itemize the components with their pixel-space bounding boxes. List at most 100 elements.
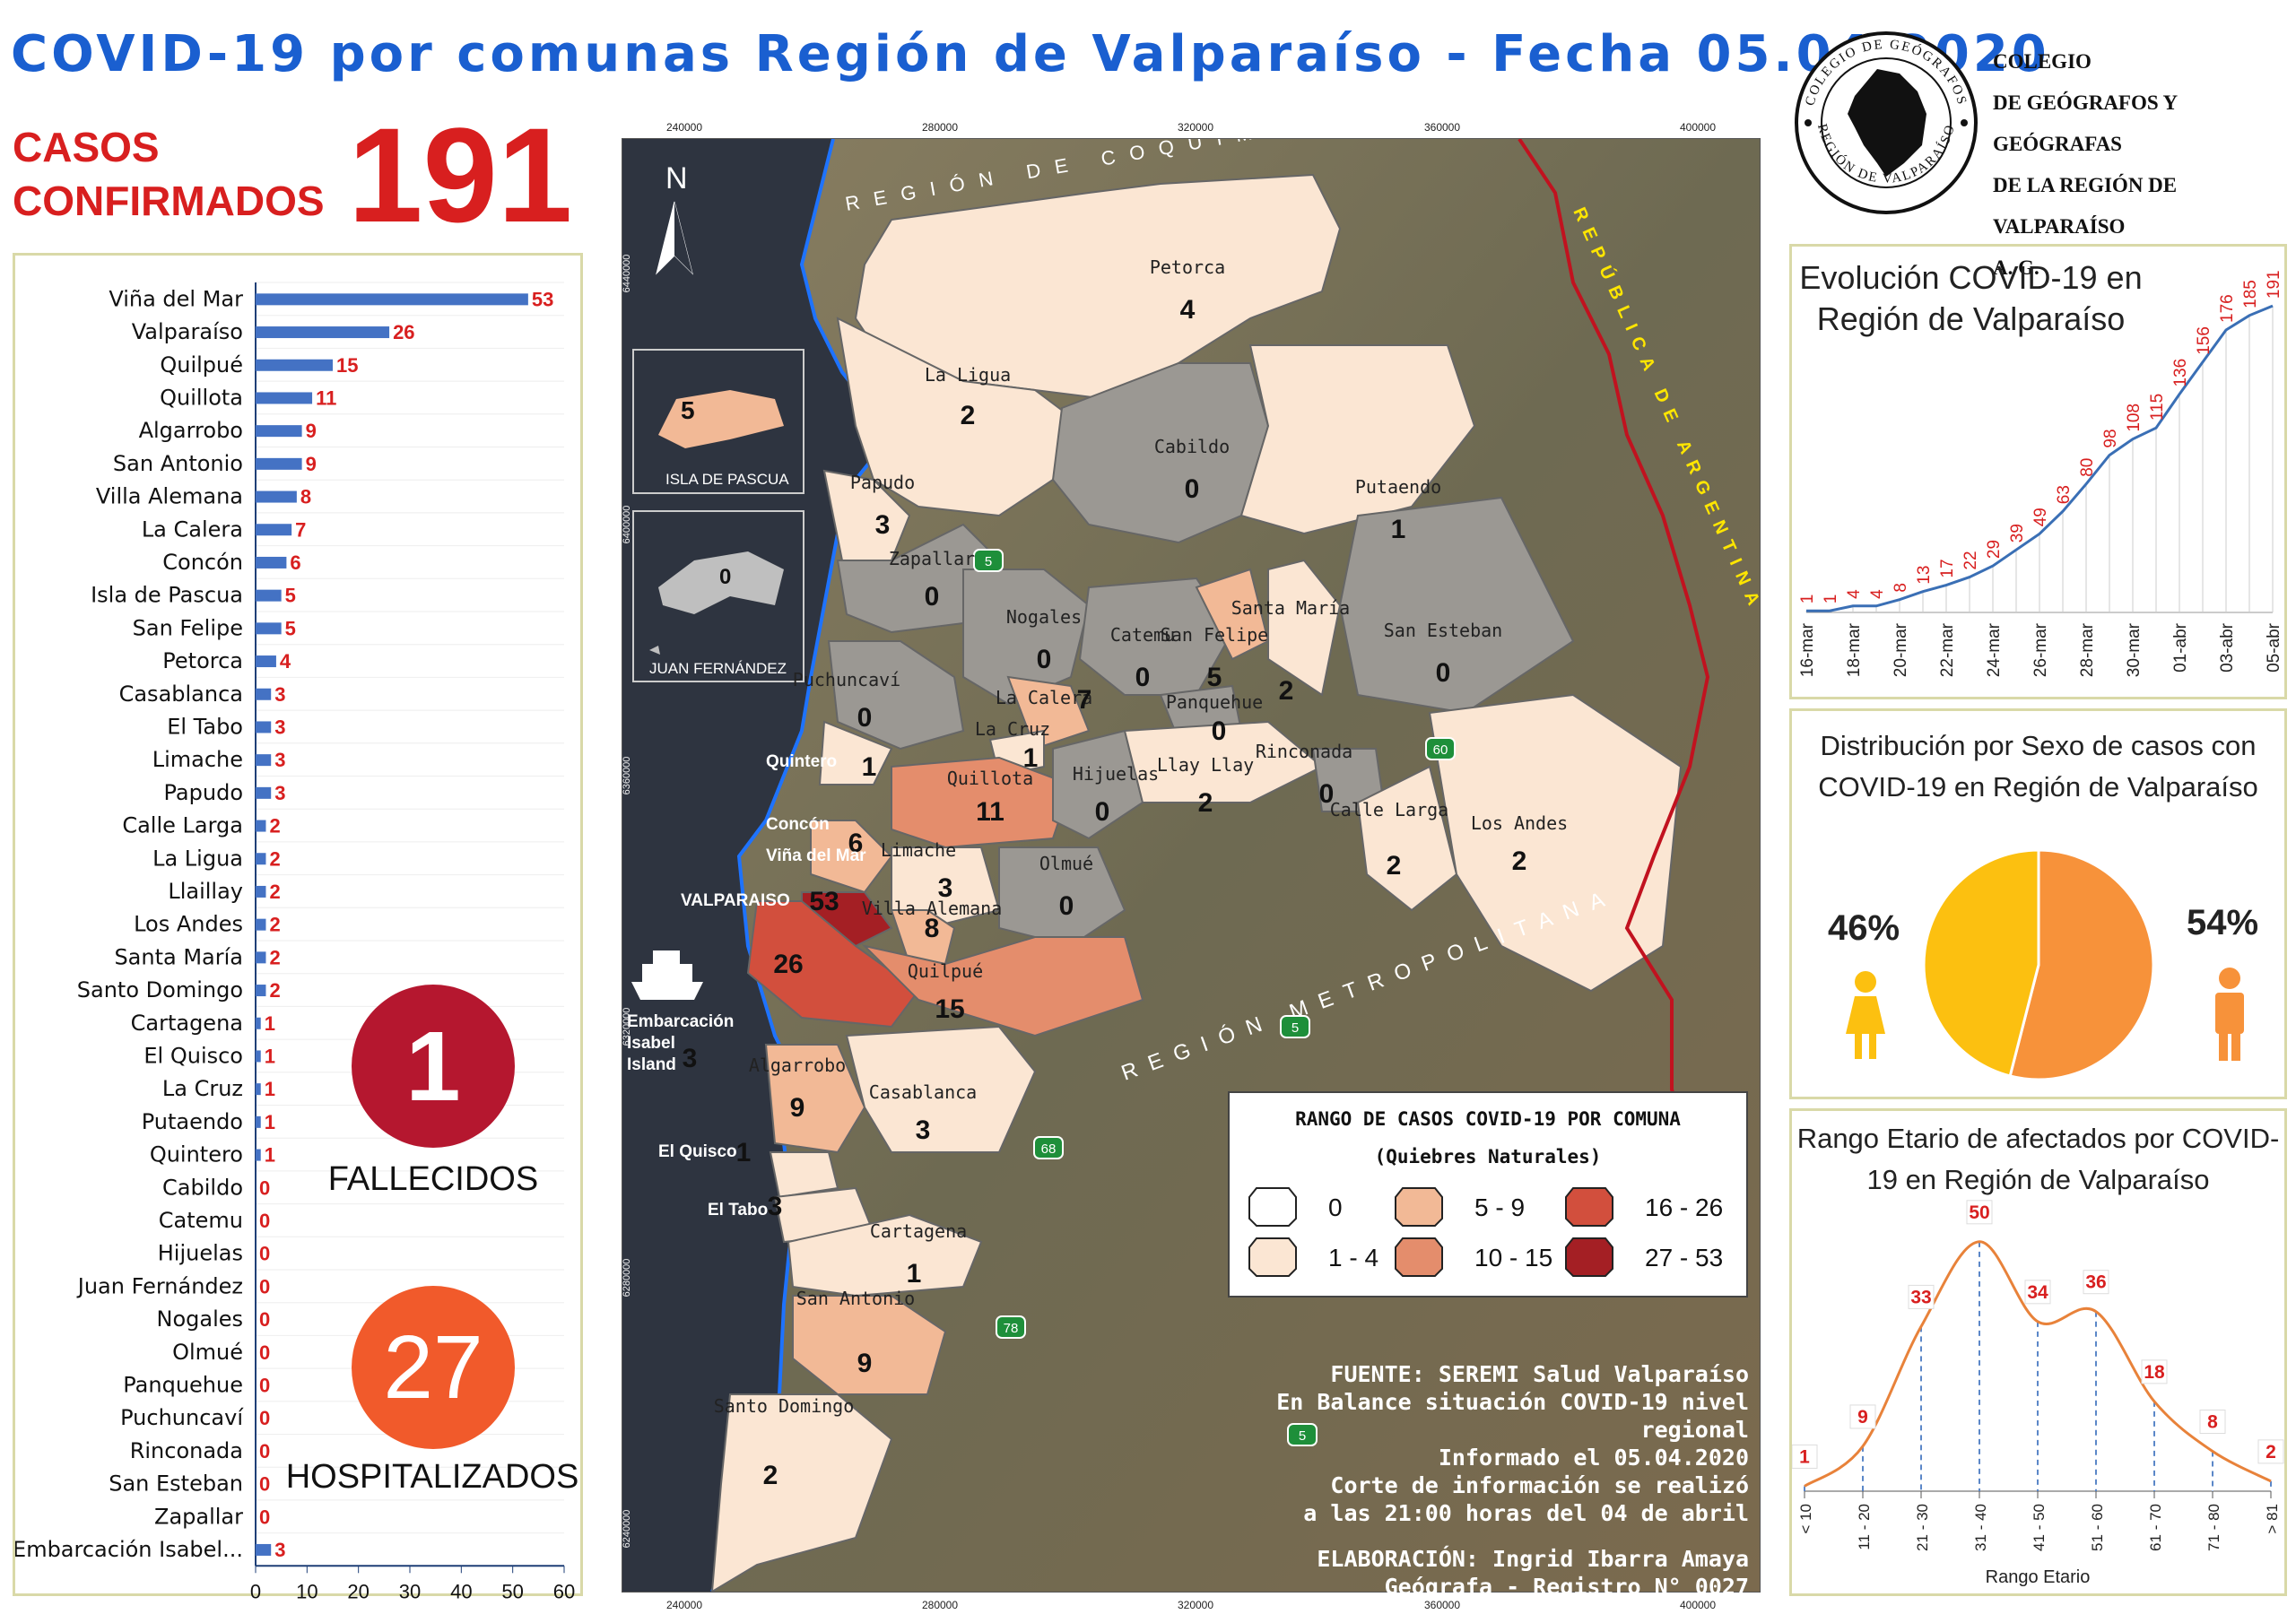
commune-area-la-ligua <box>836 317 1073 517</box>
commune-limache-value: 3 <box>938 873 953 903</box>
commune-embarcacion-isabel-island-label: Isabel <box>627 1034 675 1053</box>
map-northing-tick: 6240000 <box>622 1510 632 1549</box>
commune-santa-maria-label: Santa María <box>1231 597 1350 619</box>
commune-la-ligua-value: 2 <box>961 401 976 430</box>
route-number: 5 <box>1299 1428 1306 1444</box>
commune-area-san-antonio <box>792 1295 947 1395</box>
age-x-tick: 41 - 50 <box>2031 1504 2048 1551</box>
commune-valparaiso-label: VALPARAISO <box>681 891 790 910</box>
commune-cabildo-label: Cabildo <box>1154 436 1230 457</box>
evolution-x-tick: 24-mar <box>1985 622 2004 677</box>
bar-value-label: 6 <box>290 551 300 574</box>
confirmed-cases-total: 191 <box>348 100 573 250</box>
evolution-point-label: 108 <box>2125 404 2144 432</box>
bar-category-label: Llaillay <box>168 879 243 904</box>
legend-swatch <box>1395 1187 1443 1227</box>
age-x-tick: 61 - 70 <box>2147 1504 2164 1551</box>
age-point-label: 8 <box>2207 1411 2218 1432</box>
bar-category-label: Villa Alemana <box>96 484 243 509</box>
deaths-label: FALLECIDOS <box>327 1160 539 1198</box>
commune-zapallar-value: 0 <box>925 582 940 612</box>
evolution-point-label: 98 <box>2101 429 2120 447</box>
commune-panquehue-label: Panquehue <box>1166 691 1263 713</box>
bar-value-label: 9 <box>306 420 317 442</box>
bar-san-felipe <box>256 622 282 635</box>
bar-x-tick: 50 <box>501 1580 523 1599</box>
bar-value-label: 2 <box>269 946 280 968</box>
evolution-point-label: 49 <box>2031 508 2050 526</box>
bar-la-cruz <box>256 1083 261 1096</box>
commune-la-cruz-value: 1 <box>1023 743 1039 773</box>
bar-value-label: 26 <box>393 321 414 343</box>
evolution-x-tick: 26-mar <box>2031 622 2050 677</box>
commune-area-calle-larga <box>1356 765 1458 912</box>
commune-concon-label: Concón <box>766 815 830 834</box>
college-name-line1: COLEGIO <box>1993 50 2092 73</box>
route-number: 60 <box>1433 742 1448 758</box>
bar-category-label: Juan Fernández <box>76 1273 243 1298</box>
route-number: 68 <box>1041 1141 1057 1157</box>
bar-x-tick: 0 <box>250 1580 261 1599</box>
bar-x-tick: 20 <box>347 1580 369 1599</box>
commune-quilpue-label: Quilpué <box>908 960 983 982</box>
bar-value-label: 0 <box>259 1243 270 1265</box>
evolution-point-label: 17 <box>1938 559 1957 577</box>
commune-papudo-label: Papudo <box>850 472 915 493</box>
hospitalized-label: HOSPITALIZADOS <box>285 1458 579 1496</box>
route-badges: 5 60 5 68 78 5 <box>973 549 1456 1446</box>
bar-category-label: San Antonio <box>113 451 243 476</box>
commune-area-llay-llay <box>1123 720 1324 803</box>
commune-los-andes-label: Los Andes <box>1471 812 1568 834</box>
map-easting-tick: 240000 <box>666 1599 702 1611</box>
ocean <box>622 139 891 1592</box>
commune-area-nogales <box>962 568 1091 706</box>
bar-category-label: Casablanca <box>119 681 243 707</box>
evolution-point-label: 136 <box>2171 359 2190 387</box>
commune-concon-value: 6 <box>848 829 864 858</box>
bar-santa-maria <box>256 951 266 964</box>
age-point-label-box <box>2141 1359 2168 1384</box>
evolution-point-label: 63 <box>2055 485 2074 504</box>
bar-category-label: Cartagena <box>131 1011 243 1036</box>
bar-category-label: Viña del Mar <box>109 286 243 311</box>
age-x-axis-label: Rango Etario <box>1986 1567 2091 1587</box>
evolution-point-label: 39 <box>2008 524 2027 542</box>
commune-vina-del-mar-value: 53 <box>809 887 839 916</box>
commune-area-papudo <box>822 469 911 561</box>
credits-author: ELABORACIÓN: Ingrid Ibarra Amaya <box>1317 1546 1749 1572</box>
commune-san-felipe-label: San Felipe <box>1161 624 1268 646</box>
commune-limache-label: Limache <box>881 839 956 861</box>
bar-value-label: 0 <box>259 1308 270 1331</box>
bar-category-label: Nogales <box>156 1306 243 1332</box>
route-badge-icon <box>996 1315 1026 1339</box>
legend-subtitle: (Quiebres Naturales) <box>1375 1146 1602 1167</box>
deaths-badge: 1 <box>352 985 515 1148</box>
evolution-point-label: 156 <box>2195 326 2213 355</box>
map-easting-tick: 240000 <box>666 121 702 134</box>
evolution-point-label: 191 <box>2265 270 2283 299</box>
bar-value-label: 53 <box>532 288 553 310</box>
bar-category-label: El Quisco <box>144 1043 243 1068</box>
bar-cartagena <box>256 1017 261 1029</box>
international-border <box>1518 137 1710 1144</box>
commune-hijuelas-value: 0 <box>1095 797 1110 827</box>
bar-valparaiso <box>256 326 390 339</box>
college-name-line2: DE GEÓGRAFOS Y GEÓGRAFAS <box>1993 91 2178 155</box>
bar-isla-de-pascua <box>256 589 282 602</box>
cases-by-commune-panel: Viña del Mar 53 Valparaíso 26 Quilpué 15 Quill… <box>13 253 583 1602</box>
confirmed-cases-label-line1: CASOS <box>13 124 160 170</box>
commune-villa-alemana-label: Villa Alemana <box>862 898 1003 919</box>
bar-category-label: Catemu <box>159 1208 243 1233</box>
bar-category-label: Cabildo <box>162 1175 243 1200</box>
isla-de-pascua-label: ISLA DE PASCUA <box>665 471 789 488</box>
bar-san-antonio <box>256 457 302 470</box>
evolution-panel: Evolución COVID-19 en Región de Valparaí… <box>1789 244 2287 699</box>
commune-cartagena-value: 1 <box>907 1259 922 1289</box>
bar-x-tick: 30 <box>399 1580 421 1599</box>
bar-value-label: 0 <box>259 1440 270 1462</box>
age-point-label-box <box>1792 1444 1818 1469</box>
evolution-x-tick: 28-mar <box>2078 622 2097 677</box>
commune-olmue-value: 0 <box>1059 891 1074 921</box>
commune-calle-larga-value: 2 <box>1387 851 1402 881</box>
bar-category-label: Algarrobo <box>139 418 243 443</box>
